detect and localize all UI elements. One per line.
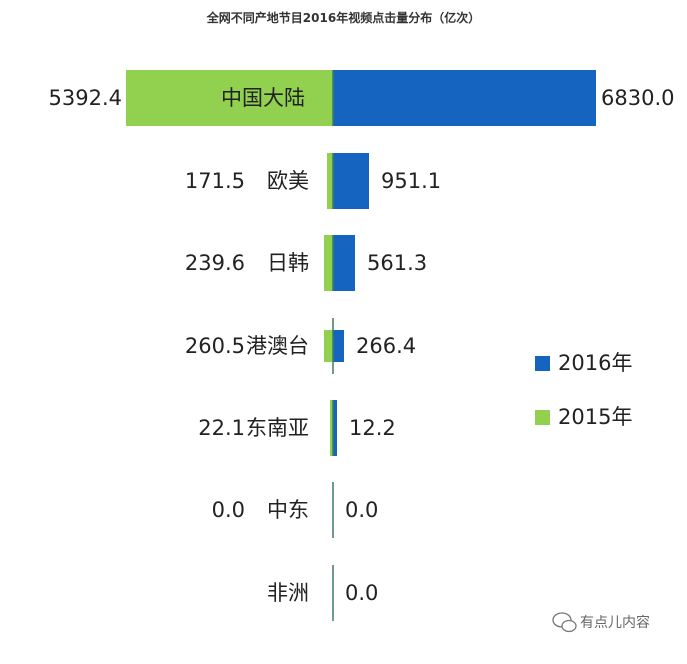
value-label-2016-1: 951.1 <box>381 169 441 193</box>
chart-title: 全网不同产地节目2016年视频点击量分布（亿次） <box>206 11 481 25</box>
watermark-text: 有点儿内容 <box>580 614 650 631</box>
category-label-3: 港澳台 <box>246 334 309 358</box>
category-label-4: 东南亚 <box>246 416 309 440</box>
value-label-2016-5: 0.0 <box>345 498 378 522</box>
value-label-2016-4: 12.2 <box>349 416 396 440</box>
value-label-2016-0: 6830.0 <box>601 86 674 110</box>
value-label-2015-1: 171.5 <box>185 169 245 193</box>
legend-swatch-1 <box>535 410 550 425</box>
bar-2016-1 <box>333 153 369 209</box>
category-label-1: 欧美 <box>267 169 309 193</box>
category-label-2: 日韩 <box>267 251 309 275</box>
value-label-2015-4: 22.1 <box>198 416 245 440</box>
category-label-6: 非洲 <box>267 581 309 605</box>
category-label-5: 中东 <box>267 498 309 522</box>
value-label-2016-2: 561.3 <box>367 251 427 275</box>
bar-2016-4 <box>333 400 337 456</box>
legend-swatch-0 <box>535 356 550 371</box>
wechat-icon-bubble <box>561 619 577 633</box>
value-label-2016-6: 0.0 <box>345 581 378 605</box>
value-label-2015-2: 239.6 <box>185 251 245 275</box>
value-label-2016-3: 266.4 <box>356 334 416 358</box>
value-label-2015-3: 260.5 <box>185 334 245 358</box>
bar-2016-0 <box>333 70 596 126</box>
bar-2015-1 <box>327 153 333 209</box>
bar-2015-2 <box>324 235 333 291</box>
bar-2016-2 <box>333 235 355 291</box>
category-label-0: 中国大陆 <box>221 86 305 110</box>
bar-2015-3 <box>324 330 333 362</box>
bar-2016-3 <box>333 330 344 362</box>
bar-2015-0 <box>126 70 333 126</box>
bar-2015-4 <box>330 400 333 456</box>
legend-label-1: 2015年 <box>558 405 632 429</box>
legend-label-0: 2016年 <box>558 351 632 375</box>
value-label-2015-0: 5392.4 <box>49 86 122 110</box>
value-label-2015-5: 0.0 <box>212 498 245 522</box>
